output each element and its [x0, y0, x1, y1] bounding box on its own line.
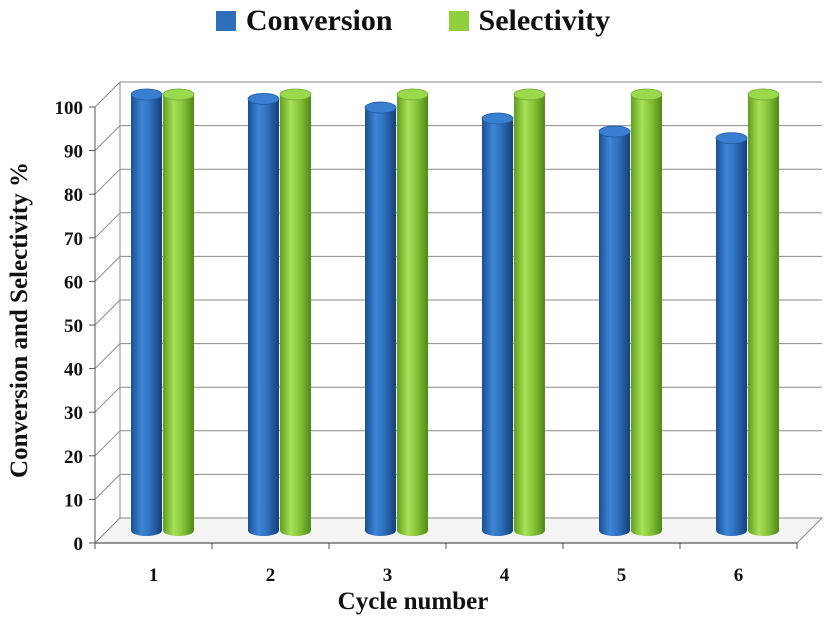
legend-label-conversion: Conversion	[245, 4, 393, 37]
bar-selectivity	[280, 94, 311, 537]
y-tick-label: 30	[64, 403, 83, 424]
bar-top-conversion	[247, 92, 280, 105]
side-wall-line	[94, 343, 121, 369]
bar-selectivity	[631, 94, 662, 537]
x-tick-label: 3	[383, 565, 393, 586]
bar-conversion	[131, 94, 162, 537]
side-wall-line	[94, 212, 121, 239]
bar-top-selectivity	[630, 88, 663, 101]
legend-item-selectivity: Selectivity	[448, 4, 611, 38]
bar-top-conversion	[481, 112, 514, 125]
bar-top-selectivity	[279, 88, 312, 101]
bar-conversion	[248, 98, 279, 537]
bar-top-conversion	[598, 125, 631, 138]
x-tick-label: 6	[734, 565, 744, 586]
bar-top-selectivity	[513, 88, 546, 101]
y-tick-label: 90	[64, 142, 83, 163]
bar-selectivity	[397, 94, 428, 537]
bar-conversion	[482, 118, 513, 537]
y-tick-label: 100	[55, 98, 84, 119]
side-wall-line	[94, 125, 121, 151]
y-tick-label: 0	[74, 534, 84, 555]
x-axis-title: Cycle number	[337, 588, 489, 615]
legend-swatch-conversion	[215, 11, 236, 31]
bar-selectivity	[514, 94, 545, 537]
x-tick-label: 5	[617, 565, 627, 586]
x-tick-label: 1	[149, 565, 159, 586]
side-wall-line	[94, 474, 121, 500]
y-tick-label: 80	[64, 185, 83, 206]
side-wall-line	[94, 168, 121, 195]
floor	[93, 517, 824, 544]
y-tick-label: 40	[64, 360, 83, 381]
bar-top-selectivity	[162, 88, 195, 101]
y-axis-title: Conversion and Selectivity %	[6, 162, 33, 478]
legend: Conversion Selectivity	[0, 4, 826, 38]
legend-item-conversion: Conversion	[215, 4, 393, 38]
y-tick-label: 10	[64, 490, 83, 511]
bar-top-conversion	[364, 101, 397, 114]
bar-conversion	[599, 131, 630, 537]
side-wall-line	[94, 386, 121, 413]
bar-top-conversion	[130, 88, 163, 101]
side-wall-line	[94, 430, 121, 457]
bar-top-conversion	[715, 132, 748, 145]
x-tick-label: 2	[266, 565, 276, 586]
legend-swatch-selectivity	[448, 11, 469, 31]
y-tick-label: 50	[64, 316, 83, 337]
bar-selectivity	[748, 94, 779, 537]
side-wall-line	[94, 256, 121, 282]
y-tick-label: 60	[64, 272, 83, 293]
y-tick-label: 70	[64, 229, 83, 250]
bar-conversion	[716, 138, 747, 537]
side-wall-line	[94, 81, 121, 108]
side-wall-line	[94, 299, 121, 326]
bar-conversion	[365, 107, 396, 537]
x-tick-label: 4	[500, 565, 510, 586]
y-tick-label: 20	[64, 447, 83, 468]
bar-top-selectivity	[747, 88, 780, 101]
bar-top-selectivity	[396, 88, 429, 101]
bar-selectivity	[163, 94, 194, 537]
legend-label-selectivity: Selectivity	[478, 4, 611, 37]
